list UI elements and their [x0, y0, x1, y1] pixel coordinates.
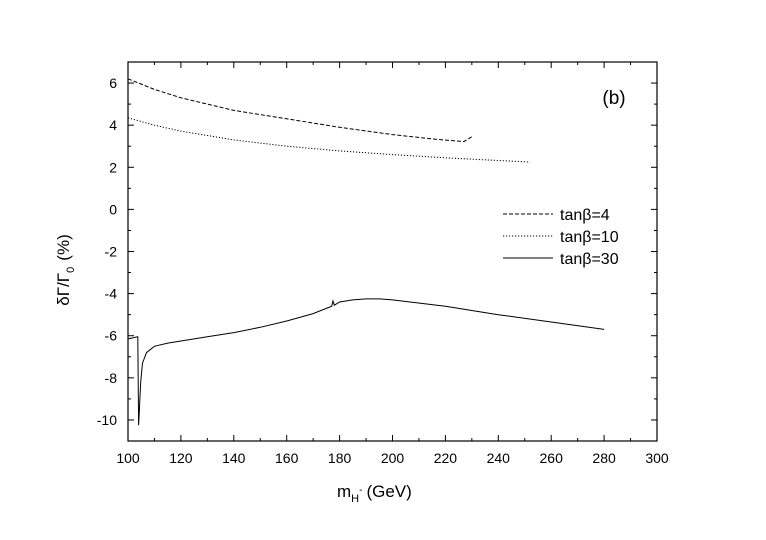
series-lines: [127, 78, 605, 426]
x-axis-title-sub: H: [351, 493, 359, 505]
legend-label-1: tanβ=4: [560, 207, 610, 224]
x-axis-ticks: 100 120 140 160 180 200 220 240 260 280 300: [116, 62, 669, 466]
y-tick-label: 0: [109, 201, 117, 217]
y-axis-title-unit: (%): [54, 234, 73, 260]
y-axis-title-sub: 0: [65, 267, 77, 273]
x-tick-label: 160: [275, 450, 299, 466]
y-axis-title: δΓ/Γ0 (%): [54, 234, 77, 306]
y-tick-label: -10: [97, 412, 117, 428]
x-tick-label: 120: [169, 450, 193, 466]
x-tick-label: 140: [222, 450, 246, 466]
x-tick-label: 200: [381, 450, 405, 466]
y-tick-label: -6: [105, 328, 118, 344]
series-line-1: [127, 78, 473, 143]
x-tick-label: 220: [434, 450, 458, 466]
x-tick-label: 300: [645, 450, 669, 466]
series-line-3: [127, 298, 605, 426]
x-tick-label: 240: [487, 450, 511, 466]
series-line-2: [127, 117, 531, 163]
x-tick-label: 280: [592, 450, 616, 466]
y-tick-label: -8: [105, 370, 118, 386]
y-tick-label: 2: [109, 159, 117, 175]
y-tick-label: 6: [109, 75, 117, 91]
x-tick-label: 180: [328, 450, 352, 466]
x-axis-title-main: m: [337, 482, 351, 501]
panel-label: (b): [602, 88, 625, 109]
y-axis-ticks: 6 4 2 0 -2 -4 -6 -8 -10: [97, 61, 657, 442]
x-axis-title-unit: (GeV): [366, 482, 411, 501]
x-axis-title: mH- (GeV): [337, 482, 412, 505]
legend: tanβ=4 tanβ=10 tanβ=30: [503, 207, 619, 268]
y-tick-label: 4: [109, 117, 117, 133]
y-axis-title-main: δΓ/Γ: [54, 273, 73, 306]
y-tick-label: -2: [105, 244, 118, 260]
legend-label-3: tanβ=30: [560, 251, 619, 268]
y-tick-label: -4: [105, 286, 118, 302]
x-tick-label: 100: [116, 450, 140, 466]
x-tick-label: 260: [540, 450, 564, 466]
x-axis-title-sup: -: [359, 485, 362, 496]
legend-label-2: tanβ=10: [560, 229, 619, 246]
